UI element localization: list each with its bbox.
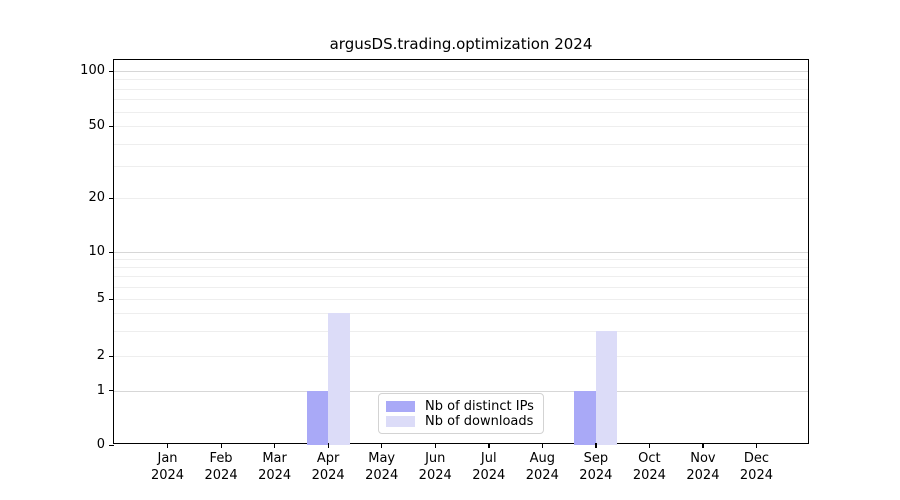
legend-swatch-distinct-ips <box>386 401 415 412</box>
x-tick-label-aug: Aug 2024 <box>525 451 559 483</box>
gridline-minor <box>114 276 808 278</box>
chart-title: argusDS.trading.optimization 2024 <box>329 35 593 53</box>
y-tick-label: 2 <box>96 347 105 363</box>
y-tick-mark <box>109 444 114 446</box>
y-tick-label: 0 <box>96 436 105 452</box>
x-tick-mark <box>648 443 651 448</box>
x-tick-mark <box>274 443 276 448</box>
gridline-minor <box>114 312 808 314</box>
x-tick-mark <box>702 443 704 448</box>
bar-downloads-sep <box>595 330 618 445</box>
plot-area: 0 1 2 5 10 20 50 100 Jan 2024 Feb 2024 Mar 2024 Apr 20… <box>80 59 809 483</box>
x-tick-mark <box>541 443 544 448</box>
x-tick-mark <box>434 443 437 448</box>
y-tick-mark <box>109 298 114 300</box>
y-tick-mark <box>109 125 114 127</box>
x-tick-mark <box>327 443 329 448</box>
y-tick-label: 50 <box>88 117 105 133</box>
gridline-minor <box>114 88 808 90</box>
gridline-minor <box>114 166 808 168</box>
x-tick-label-feb: Feb 2024 <box>204 451 238 483</box>
gridline-minor <box>114 267 808 269</box>
y-tick-mark <box>109 390 114 392</box>
y-tick-mark <box>109 251 114 253</box>
gridline-minor <box>114 79 808 81</box>
x-tick-label-oct: Oct 2024 <box>632 451 666 483</box>
y-tick-label: 1 <box>96 382 105 398</box>
gridline-major <box>114 390 808 392</box>
legend-item-distinct-ips: Nb of distinct IPs <box>386 400 535 413</box>
gridline-minor <box>114 299 808 300</box>
bar-distinct-ips-apr <box>306 390 329 445</box>
gridline-minor <box>114 126 808 127</box>
x-tick-label-dec: Dec 2024 <box>739 451 773 483</box>
gridline-minor <box>114 286 808 288</box>
gridline-minor <box>114 259 808 261</box>
gridline-minor <box>114 356 808 357</box>
legend-swatch-downloads <box>386 416 415 427</box>
x-tick-label-sep: Sep 2024 <box>579 451 613 483</box>
x-tick-mark <box>755 443 758 448</box>
y-tick-mark <box>109 197 114 199</box>
y-tick-label: 5 <box>96 290 105 306</box>
x-tick-mark <box>167 443 169 448</box>
gridline-minor <box>114 198 808 199</box>
gridline-major <box>114 71 808 72</box>
x-tick-label-jul: Jul 2024 <box>472 451 506 483</box>
y-tick-label: 100 <box>80 62 105 78</box>
x-tick-label-jan: Jan 2024 <box>150 451 185 483</box>
gridline-minor <box>114 99 808 101</box>
legend-label-downloads: Nb of downloads <box>425 414 534 429</box>
gridline-major <box>114 252 808 253</box>
x-tick-mark <box>595 443 597 448</box>
legend: Nb of distinct IPs Nb of downloads <box>378 393 544 434</box>
gridline-minor <box>114 111 808 113</box>
x-tick-mark <box>381 443 383 448</box>
x-tick-mark <box>488 443 490 448</box>
y-tick-mark <box>109 70 114 72</box>
gridline-minor <box>114 330 808 332</box>
x-tick-label-mar: Mar 2024 <box>258 451 292 483</box>
legend-label-distinct-ips: Nb of distinct IPs <box>425 399 534 414</box>
bar-distinct-ips-sep <box>574 390 596 445</box>
y-tick-mark <box>109 355 114 357</box>
bar-downloads-apr <box>328 312 350 445</box>
x-tick-mark <box>220 443 222 448</box>
x-tick-label-nov: Nov 2024 <box>686 451 720 483</box>
legend-item-downloads: Nb of downloads <box>386 415 535 428</box>
x-tick-label-may: May 2024 <box>365 451 399 483</box>
x-tick-label-jun: Jun 2024 <box>418 451 452 483</box>
y-tick-label: 10 <box>88 243 105 259</box>
gridline-minor <box>114 143 808 145</box>
y-tick-label: 20 <box>88 189 105 205</box>
x-tick-label-apr: Apr 2024 <box>311 451 345 483</box>
